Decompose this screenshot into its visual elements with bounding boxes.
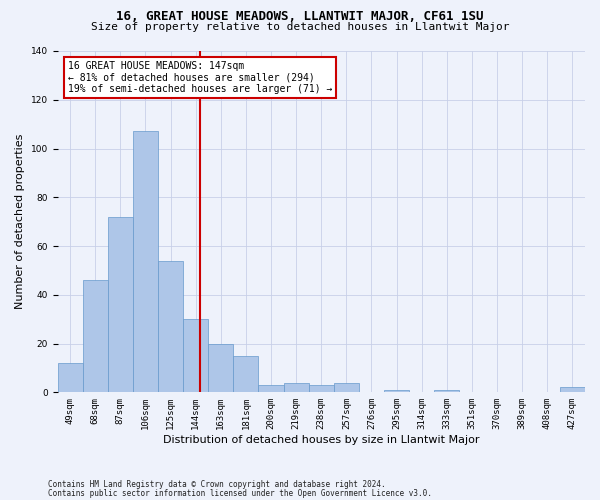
- Bar: [334, 382, 359, 392]
- Text: Contains public sector information licensed under the Open Government Licence v3: Contains public sector information licen…: [48, 489, 432, 498]
- Bar: [183, 319, 208, 392]
- Text: Size of property relative to detached houses in Llantwit Major: Size of property relative to detached ho…: [91, 22, 509, 32]
- Bar: [58, 363, 83, 392]
- Bar: [133, 132, 158, 392]
- Bar: [384, 390, 409, 392]
- Bar: [284, 382, 309, 392]
- X-axis label: Distribution of detached houses by size in Llantwit Major: Distribution of detached houses by size …: [163, 435, 479, 445]
- Bar: [208, 344, 233, 392]
- Bar: [560, 388, 585, 392]
- Bar: [259, 385, 284, 392]
- Bar: [434, 390, 460, 392]
- Bar: [233, 356, 259, 393]
- Bar: [309, 385, 334, 392]
- Bar: [108, 217, 133, 392]
- Bar: [158, 260, 183, 392]
- Text: 16, GREAT HOUSE MEADOWS, LLANTWIT MAJOR, CF61 1SU: 16, GREAT HOUSE MEADOWS, LLANTWIT MAJOR,…: [116, 10, 484, 23]
- Y-axis label: Number of detached properties: Number of detached properties: [15, 134, 25, 310]
- Bar: [83, 280, 108, 392]
- Text: 16 GREAT HOUSE MEADOWS: 147sqm
← 81% of detached houses are smaller (294)
19% of: 16 GREAT HOUSE MEADOWS: 147sqm ← 81% of …: [68, 61, 332, 94]
- Text: Contains HM Land Registry data © Crown copyright and database right 2024.: Contains HM Land Registry data © Crown c…: [48, 480, 386, 489]
